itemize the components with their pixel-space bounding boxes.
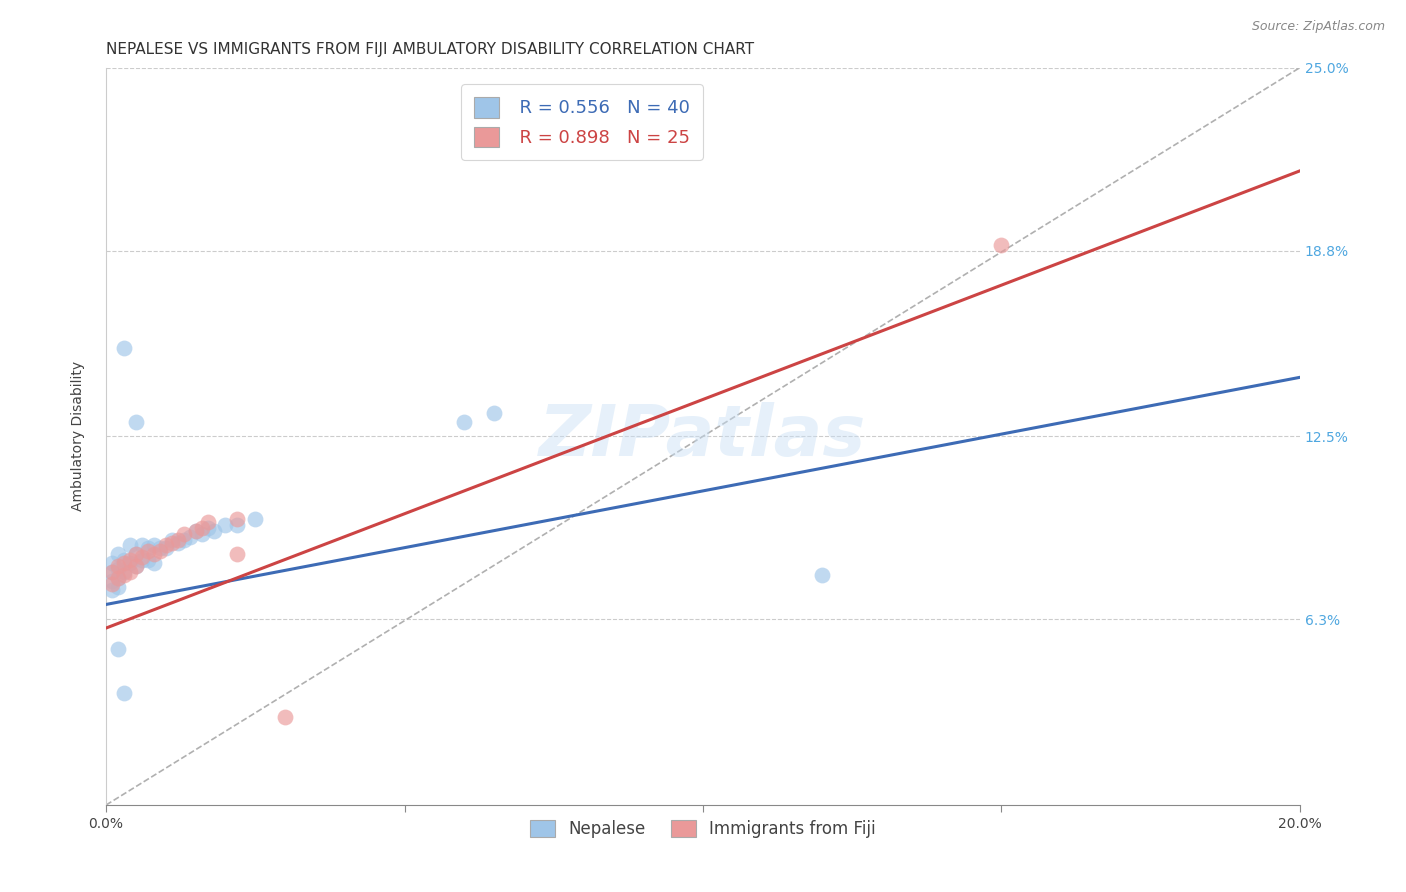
Point [118,539,141,553]
Point [136,544,159,558]
Text: NEPALESE VS IMMIGRANTS FROM FIJI AMBULATORY DISABILITY CORRELATION CHART: NEPALESE VS IMMIGRANTS FROM FIJI AMBULAT… [105,42,754,57]
Point [160,533,183,547]
Point [101,565,124,579]
Point [190,521,212,535]
Point [101,576,124,591]
Point [226,512,249,526]
Point [101,556,124,570]
Point [274,709,297,723]
Point [107,547,129,561]
Point [990,237,1012,252]
Point [112,568,135,582]
Point [112,556,135,570]
Point [245,512,267,526]
Point [118,565,141,579]
Point [125,559,148,574]
Point [142,556,165,570]
Point [202,524,225,538]
Point [179,530,201,544]
Point [149,544,172,558]
Y-axis label: Ambulatory Disability: Ambulatory Disability [72,361,86,511]
Point [155,539,177,553]
Point [184,524,207,538]
Point [107,571,129,585]
Point [160,535,183,549]
Point [453,415,475,429]
Point [118,556,141,570]
Point [173,526,195,541]
Point [166,533,188,547]
Point [131,553,153,567]
Point [190,526,212,541]
Point [131,539,153,553]
Point [125,547,148,561]
Point [107,562,129,576]
Point [112,565,135,579]
Point [112,341,135,355]
Point [107,580,129,594]
Point [107,571,129,585]
Point [226,517,249,532]
Point [214,517,236,532]
Point [184,524,207,538]
Point [125,547,148,561]
Point [125,415,148,429]
Point [101,582,124,597]
Point [101,574,124,588]
Point [118,553,141,567]
Point [811,568,834,582]
Point [112,686,135,700]
Point [125,559,148,574]
Point [107,559,129,574]
Point [482,406,505,420]
Point [101,565,124,579]
Point [142,539,165,553]
Text: Source: ZipAtlas.com: Source: ZipAtlas.com [1251,20,1385,33]
Point [136,541,159,556]
Point [197,521,219,535]
Point [226,547,249,561]
Point [149,541,172,556]
Point [107,641,129,656]
Point [142,547,165,561]
Text: ZIPatlas: ZIPatlas [540,401,866,471]
Point [131,550,153,565]
Point [197,515,219,529]
Point [173,533,195,547]
Legend: Nepalese, Immigrants from Fiji: Nepalese, Immigrants from Fiji [523,814,883,845]
Point [112,553,135,567]
Point [136,553,159,567]
Point [155,541,177,556]
Point [166,535,188,549]
